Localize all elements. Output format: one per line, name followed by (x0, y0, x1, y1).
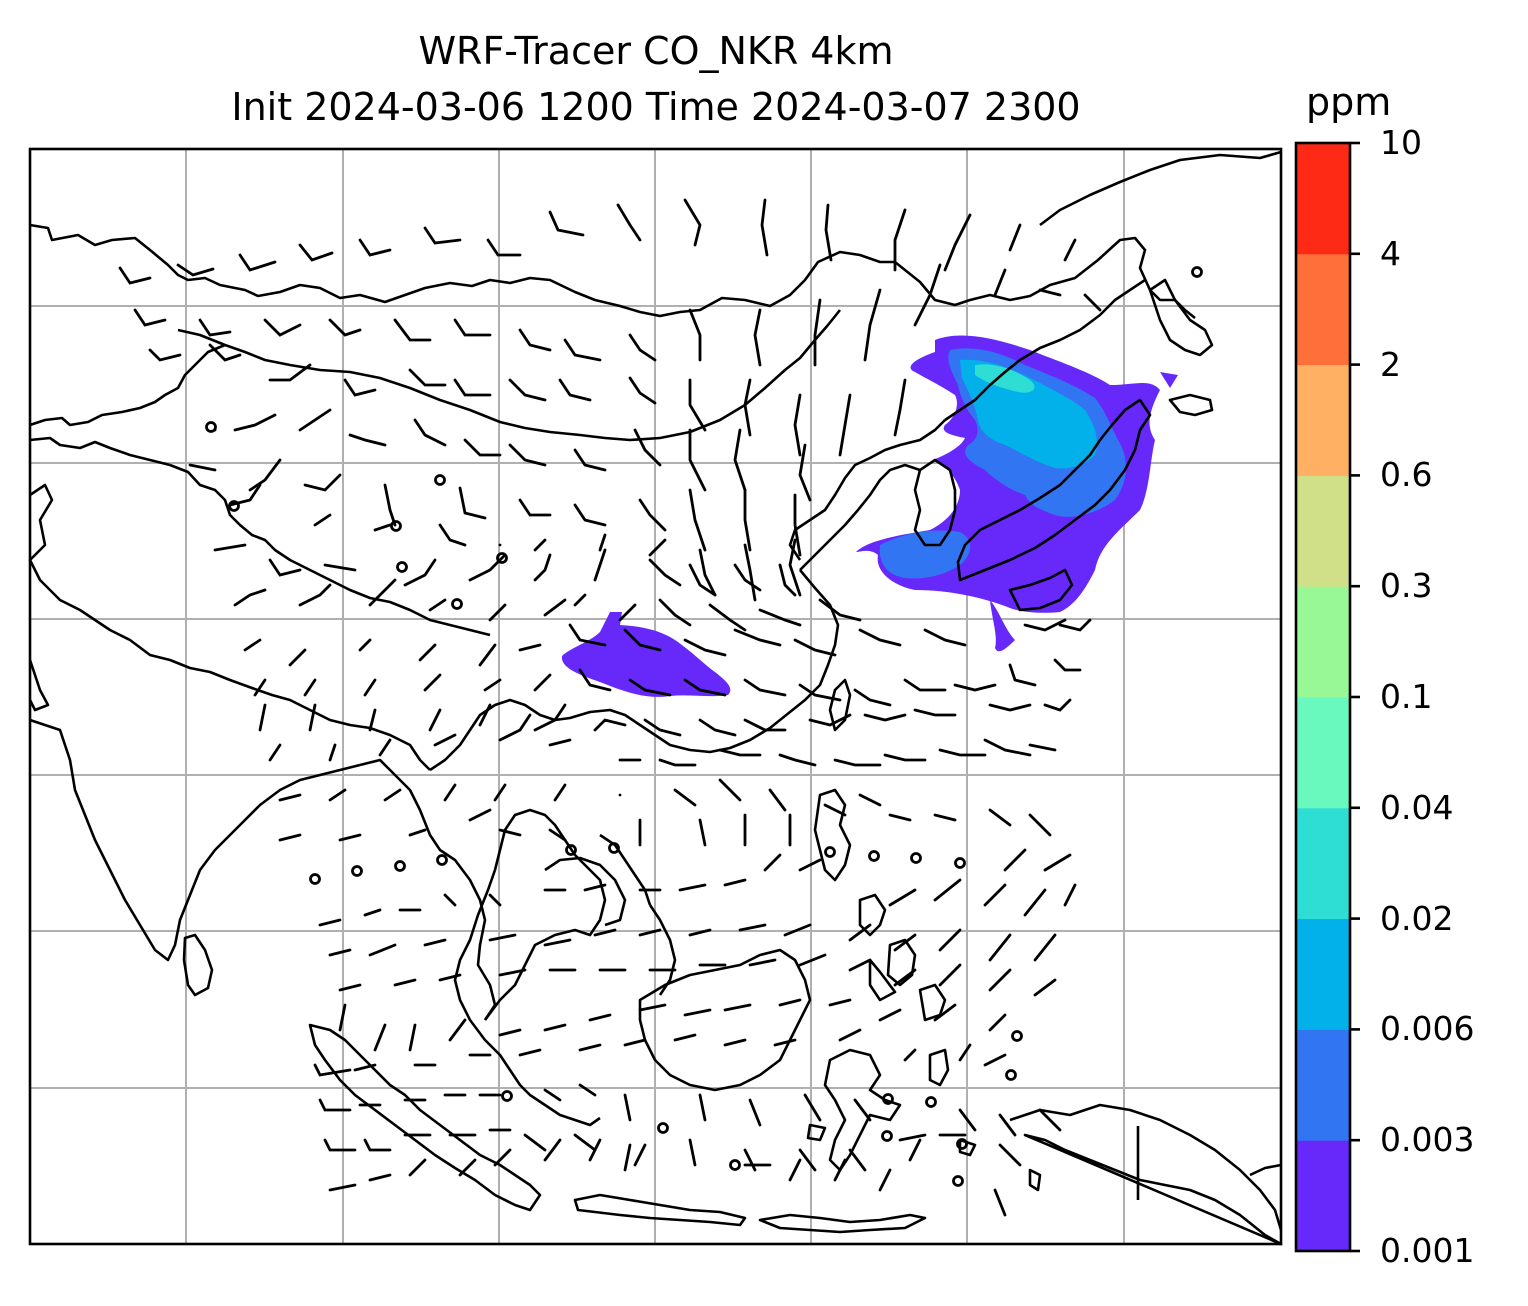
colorbar-tick-label: 0.04 (1380, 787, 1454, 827)
tracer-shade-0.006 (960, 359, 1097, 469)
colorbar-tick-label: 0.3 (1380, 566, 1433, 606)
tracer-plume-northeast (856, 335, 1178, 652)
tracer-shade-0.001 (561, 612, 731, 697)
wind-barbs (118, 198, 1102, 1217)
map-panel (28, 147, 1283, 1246)
map-frame (28, 147, 1283, 1246)
colorbar-segment (1296, 1140, 1350, 1252)
colorbar-tick-label: 0.02 (1380, 898, 1454, 938)
colorbar-tick-label: 0.6 (1380, 455, 1433, 495)
tracer-shade-0.001 (1160, 372, 1178, 388)
tracer-shade-0.003 (879, 530, 971, 579)
colorbar-segment (1296, 475, 1350, 587)
tracer-shade-0.02 (975, 364, 1035, 393)
calm-wind-markers (205, 266, 1203, 1187)
colorbar-segment (1296, 253, 1350, 366)
tracer-plume-central (561, 612, 731, 697)
colorbar-unit-label: ppm (1306, 80, 1392, 124)
chart-subtitle: Init 2024-03-06 1200 Time 2024-03-07 230… (231, 85, 1081, 129)
colorbar (1294, 141, 1360, 1253)
tracer-shade-0.001 (990, 600, 1015, 652)
colorbar-segment (1296, 918, 1350, 1030)
colorbar-segment (1296, 807, 1350, 920)
colorbar-tick-label: 4 (1380, 233, 1401, 273)
chart-title: WRF-Tracer CO_NKR 4km (418, 29, 894, 73)
colorbar-segment (1296, 143, 1350, 255)
colorbar-segment (1296, 1029, 1350, 1141)
colorbar-tick-label: 0.006 (1380, 1009, 1475, 1049)
colorbar-tick-label: 0.001 (1380, 1231, 1475, 1270)
colorbar-tick-label: 2 (1380, 344, 1401, 384)
colorbar-tick-label: 0.003 (1380, 1120, 1475, 1160)
coastlines (28, 150, 1283, 1246)
colorbar-segment (1296, 586, 1350, 698)
colorbar-segment (1296, 364, 1350, 476)
colorbar-tick-label: 0.1 (1380, 677, 1433, 716)
colorbar-tick-label: 10 (1380, 123, 1422, 162)
colorbar-segment (1296, 697, 1350, 809)
